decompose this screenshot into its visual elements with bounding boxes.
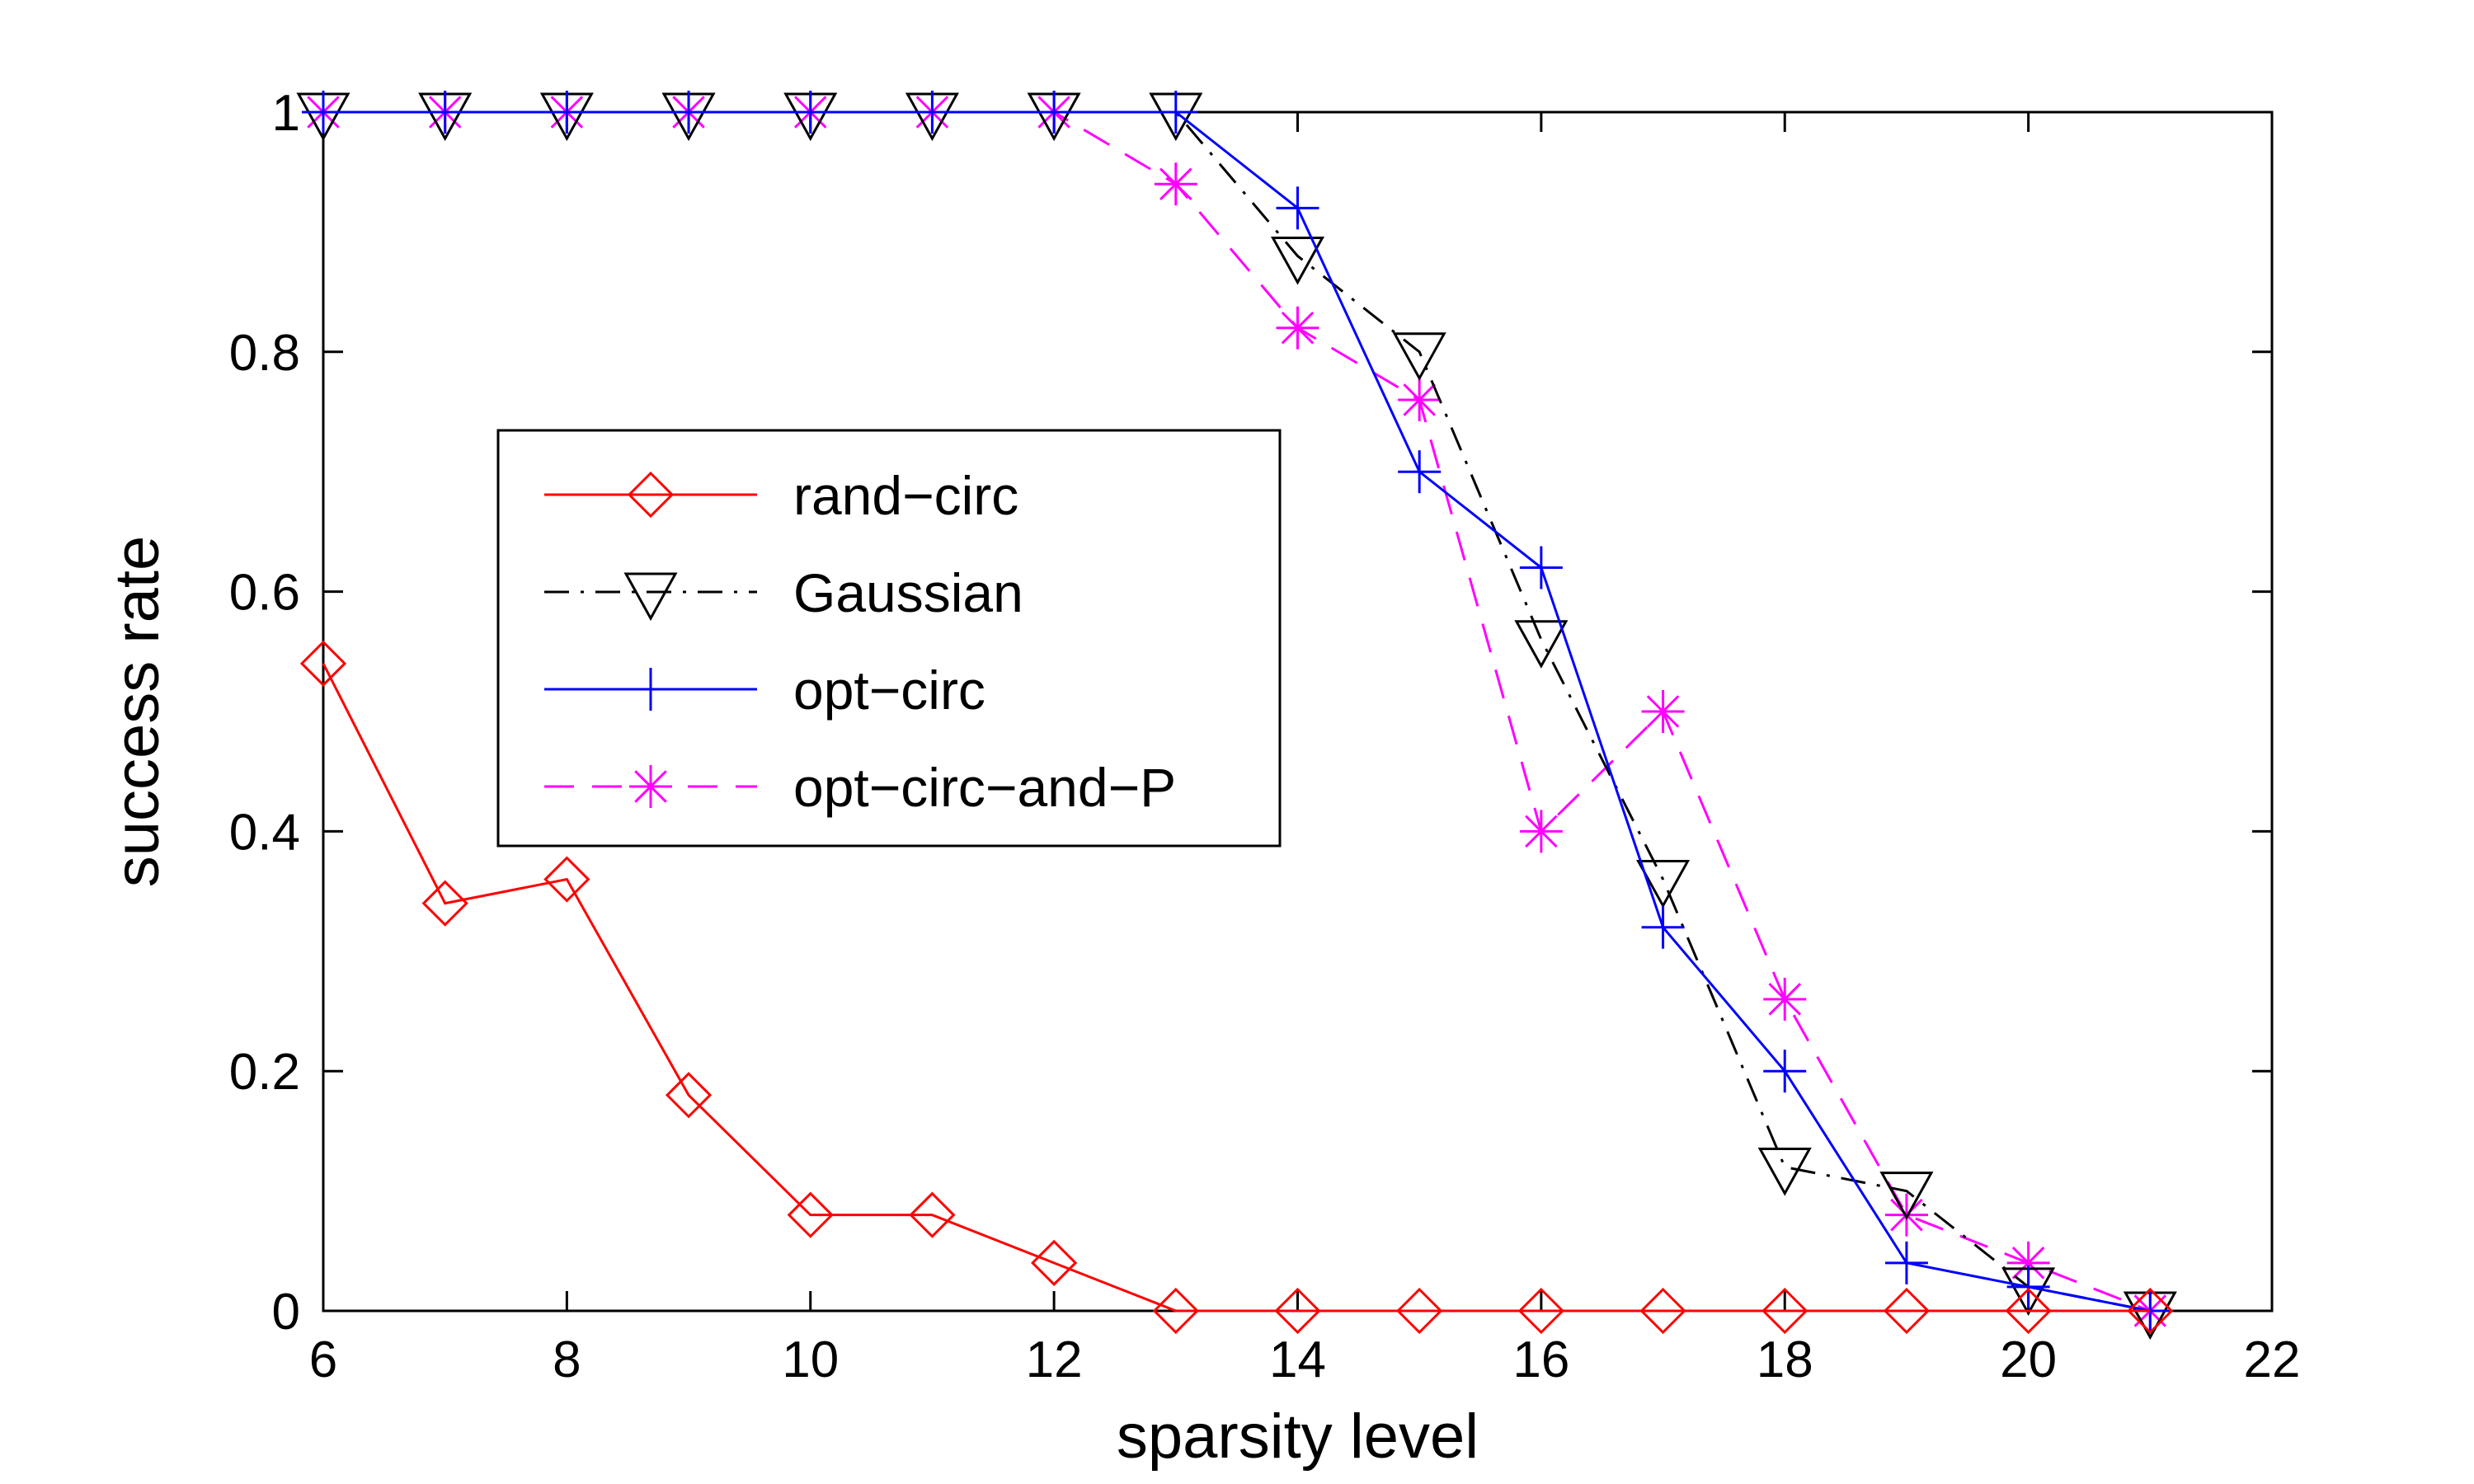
series-2 — [302, 91, 2172, 1332]
data-point — [543, 856, 590, 903]
legend-label: opt−circ — [793, 660, 985, 721]
data-point — [1879, 1172, 1934, 1220]
legend-marker — [623, 572, 678, 622]
data-point — [910, 91, 954, 134]
data-point — [545, 91, 589, 134]
legend-label: rand−circ — [793, 465, 1018, 526]
axis-ticks — [322, 110, 2274, 1313]
data-point — [1514, 620, 1569, 669]
data-point — [1398, 450, 1442, 494]
data-point — [1757, 1148, 1812, 1196]
data-point — [1152, 1287, 1199, 1335]
legend-entry: opt−circ−and−P — [544, 757, 1176, 818]
data-point — [665, 1072, 713, 1119]
axis-tick-labels: 6 8 10 12 14 16 18 20 22 0 0.2 0.4 0.6 0.8 1 — [229, 85, 2301, 1388]
data-point — [667, 91, 711, 134]
x-tick-label: 14 — [1269, 1331, 1326, 1388]
x-tick-label: 6 — [309, 1331, 337, 1388]
x-tick-label: 16 — [1512, 1331, 1569, 1388]
data-point — [1396, 1287, 1443, 1335]
legend-marker — [629, 765, 672, 808]
data-point — [1270, 236, 1325, 285]
data-point — [2005, 1287, 2052, 1335]
data-point — [1154, 91, 1197, 134]
data-point — [1761, 1287, 1808, 1335]
y-tick-label: 1 — [272, 85, 300, 142]
data-point — [1641, 905, 1685, 949]
series-layer — [296, 91, 2177, 1341]
data-point — [1274, 1287, 1321, 1335]
data-point — [1884, 1241, 1928, 1284]
x-tick-label: 8 — [553, 1331, 581, 1388]
data-point — [302, 91, 345, 134]
legend-label: opt−circ−and−P — [793, 757, 1176, 818]
y-tick-label: 0 — [272, 1284, 300, 1341]
series-line — [322, 663, 2151, 1313]
x-tick-label: 18 — [1757, 1331, 1813, 1388]
data-point — [909, 1191, 956, 1238]
y-tick-label: 0.6 — [229, 565, 300, 622]
legend-marker — [627, 471, 675, 519]
data-point — [2127, 1287, 2174, 1335]
data-point — [1517, 1287, 1564, 1335]
data-point — [1639, 1287, 1686, 1335]
data-point — [1519, 810, 1563, 853]
legend-entry: Gaussian — [544, 562, 1023, 623]
legend: rand−circ Gaussian opt−circ opt−circ−and−P — [496, 429, 1282, 848]
x-tick-label: 22 — [2244, 1331, 2301, 1388]
y-tick-label: 0.2 — [229, 1044, 300, 1101]
data-point — [1032, 91, 1076, 134]
data-point — [1276, 186, 1319, 230]
legend-entry: rand−circ — [544, 465, 1018, 526]
series-line — [323, 110, 2151, 1313]
series-0 — [299, 640, 2174, 1335]
y-axis-title: success rate — [102, 536, 172, 888]
x-tick-label: 12 — [1026, 1331, 1083, 1388]
data-point — [1519, 546, 1563, 589]
series-line — [323, 110, 2151, 1313]
data-point — [1154, 162, 1197, 206]
data-point — [1276, 306, 1319, 350]
y-tick-label: 0.8 — [229, 325, 300, 382]
x-tick-label: 20 — [2000, 1331, 2057, 1388]
data-point — [1031, 1239, 1078, 1286]
data-point — [2006, 1241, 2050, 1284]
data-point — [1392, 332, 1446, 381]
data-point — [1763, 977, 1807, 1021]
data-point — [788, 91, 832, 134]
data-point — [1883, 1287, 1931, 1335]
data-point — [2006, 1265, 2050, 1308]
legend-entry: opt−circ — [544, 660, 985, 721]
data-point — [1763, 1050, 1807, 1093]
data-point — [1641, 690, 1685, 733]
data-point — [787, 1191, 834, 1238]
x-tick-label: 10 — [782, 1331, 839, 1388]
data-point — [1636, 860, 1691, 909]
x-axis-title: sparsity level — [1117, 1402, 1479, 1472]
legend-label: Gaussian — [793, 562, 1023, 623]
data-point — [1398, 378, 1442, 421]
y-tick-label: 0.4 — [229, 804, 300, 861]
data-point — [421, 880, 468, 927]
legend-marker — [629, 668, 672, 711]
data-point — [423, 91, 467, 134]
legend-box — [496, 429, 1282, 848]
data-point — [299, 640, 347, 687]
